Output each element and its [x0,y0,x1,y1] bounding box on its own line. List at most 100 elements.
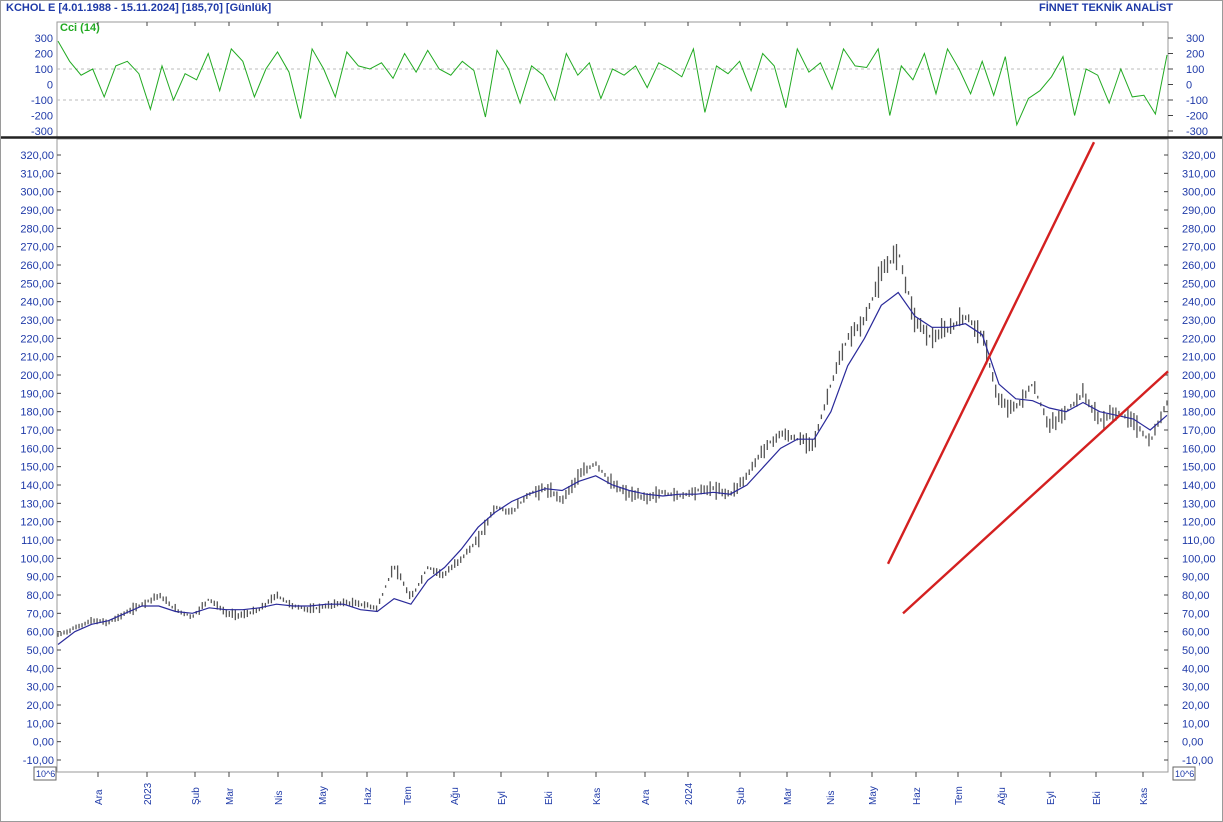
price-tick-label-left: 290,00 [20,205,54,217]
cci-tick-label-right: 0 [1186,80,1192,92]
price-tick-label-right: 110,00 [1182,535,1215,547]
price-tick-label-left: 130,00 [20,498,54,510]
price-tick-label-right: 240,00 [1182,297,1216,309]
cci-tick-label-left: -100 [31,95,53,107]
price-tick-label-left: 260,00 [20,260,54,272]
cci-panel-frame [56,21,1169,138]
price-tick-label-right: 230,00 [1182,315,1216,327]
x-tick-label: Tem [954,786,965,805]
price-tick-label-right: 100,00 [1182,553,1216,565]
cci-tick-label-left: -200 [31,111,53,123]
price-tick-label-right: 10,00 [1182,718,1210,730]
price-tick-label-right: 150,00 [1182,462,1216,474]
price-tick-label-right: 30,00 [1182,682,1210,694]
moving-average-line [57,291,1168,645]
cci-tick-label-right: -200 [1186,111,1208,123]
price-tick-label-left: 110,00 [21,535,54,547]
price-tick-label-right: 50,00 [1182,645,1210,657]
cci-tick-label-left: 100 [35,64,53,76]
price-panel-frame [56,138,1169,773]
x-tick-label: Ağu [997,787,1008,805]
cci-tick-label-right: 100 [1186,64,1204,76]
x-tick-label: Tem [403,786,414,805]
price-tick-label-left: 150,00 [20,462,54,474]
price-tick-label-left: 60,00 [26,627,54,639]
price-tick-label-right: 310,00 [1182,168,1216,180]
price-tick-label-left: 30,00 [26,682,54,694]
price-tick-label-right: 70,00 [1182,608,1210,620]
price-tick-label-right: 40,00 [1182,663,1210,675]
price-tick-label-right: 80,00 [1182,590,1210,602]
scale-note-box-left [33,766,57,781]
price-tick-label-right: 290,00 [1182,205,1216,217]
price-tick-label-right: 320,00 [1182,150,1216,162]
x-tick-label: Mar [225,787,236,805]
scale-note-left: 10^6 [36,769,55,779]
price-tick-label-left: 320,00 [20,150,54,162]
x-tick-label: Nis [274,791,285,805]
x-tick-label: May [318,786,329,805]
price-tick-label-left: 10,00 [26,718,54,730]
price-tick-label-left: 270,00 [20,242,54,254]
price-tick-label-left: 40,00 [26,663,54,675]
price-tick-label-right: 0,00 [1182,737,1203,749]
price-bars [57,243,1168,637]
price-tick-label-left: 90,00 [26,572,54,584]
scale-note-box-right [1172,766,1196,781]
x-tick-label: Mar [783,787,794,805]
price-tick-label-right: 190,00 [1182,388,1216,400]
price-tick-label-right: 210,00 [1182,352,1216,364]
price-tick-label-right: 160,00 [1182,443,1216,455]
price-tick-label-left: 0,00 [33,737,54,749]
price-tick-label-left: 200,00 [20,370,54,382]
price-tick-label-left: 70,00 [26,608,54,620]
price-tick-label-left: 50,00 [26,645,54,657]
chart-title: KCHOL E [4.01.1988 - 15.11.2024] [185,70… [6,2,272,14]
price-tick-label-left: 240,00 [20,297,54,309]
price-tick-label-left: -10,00 [23,755,54,767]
x-tick-label: Ara [94,789,105,805]
price-tick-label-right: 280,00 [1182,223,1216,235]
cci-tick-label-left: -300 [31,126,53,138]
x-tick-label: Ağu [450,787,461,805]
price-tick-label-left: 190,00 [20,388,54,400]
scale-note-right: 10^6 [1175,769,1194,779]
x-tick-label: Kas [592,788,603,805]
price-tick-label-right: 90,00 [1182,572,1210,584]
price-tick-label-right: 300,00 [1182,187,1216,199]
x-tick-label: Kas [1139,788,1150,805]
price-tick-label-left: 20,00 [26,700,54,712]
price-tick-label-right: 170,00 [1182,425,1216,437]
vendor-label: FİNNET TEKNİK ANALİST [1038,2,1173,14]
cci-tick-label-right: 300 [1186,33,1204,45]
price-tick-label-right: 270,00 [1182,242,1216,254]
x-tick-label: 2024 [684,782,695,805]
price-tick-label-left: 280,00 [20,223,54,235]
price-tick-label-left: 160,00 [20,443,54,455]
price-tick-label-right: 250,00 [1182,278,1216,290]
x-tick-label: Şub [736,787,747,805]
price-tick-label-left: 80,00 [26,590,54,602]
x-tick-label: Ara [641,789,652,805]
price-tick-label-left: 100,00 [20,553,54,565]
price-tick-label-left: 120,00 [20,517,54,529]
price-tick-label-right: 180,00 [1182,407,1216,419]
x-tick-label: Şub [191,787,202,805]
x-tick-label: Eyl [1046,791,1057,805]
x-tick-label: Haz [912,787,923,805]
price-tick-label-right: 200,00 [1182,370,1216,382]
x-tick-label: Eki [544,791,555,805]
price-tick-label-left: 230,00 [20,315,54,327]
x-tick-label: Eki [1092,791,1103,805]
cci-title: Cci (14) [60,22,100,34]
cci-tick-label-left: 300 [35,33,53,45]
price-tick-label-left: 220,00 [20,333,54,345]
x-tick-label: 2023 [143,782,154,805]
x-tick-label: Haz [363,787,374,805]
x-tick-label: May [868,786,879,805]
cci-tick-label-right: -300 [1186,126,1208,138]
price-tick-label-right: 140,00 [1182,480,1216,492]
price-tick-label-right: 60,00 [1182,627,1210,639]
price-tick-label-left: 250,00 [20,278,54,290]
